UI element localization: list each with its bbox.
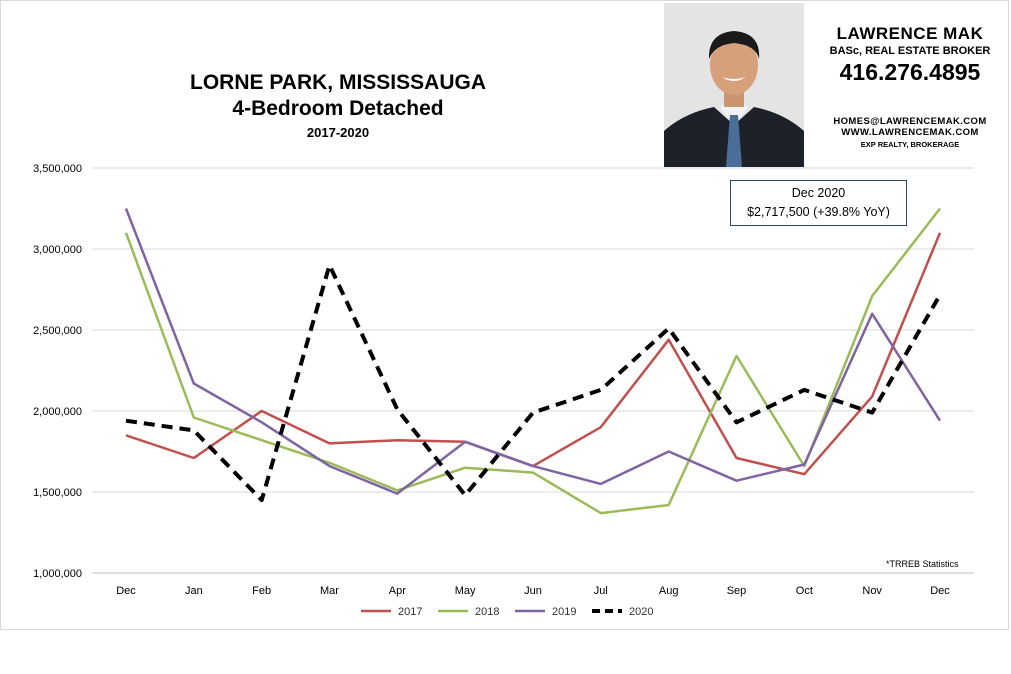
- series-line-2019: [124, 208, 942, 495]
- broker-email[interactable]: HOMES@LAWRENCEMAK.COM: [833, 116, 987, 127]
- x-tick-label: Dec: [930, 585, 950, 597]
- x-tick-label: Nov: [862, 585, 882, 597]
- source-note: *TRREB Statistics: [886, 559, 959, 569]
- x-axis: Dec Jan Feb Mar Apr May Jun Jul Aug Sep Oct Nov Dec: [116, 585, 950, 597]
- chart-frame: [0, 0, 1009, 630]
- series-lines: [124, 207, 942, 515]
- x-tick-label: Oct: [796, 585, 813, 597]
- broker-credentials: BASc, REAL ESTATE BROKER: [829, 45, 991, 57]
- x-tick-label: May: [455, 585, 476, 597]
- y-tick-label: 2,500,000: [33, 325, 82, 337]
- chart-subtitle: 4-Bedroom Detached: [232, 97, 444, 120]
- title-block: LORNE PARK, MISSISSAUGA 4-Bedroom Detach…: [188, 70, 488, 144]
- y-tick-label: 2,000,000: [33, 406, 82, 418]
- callout-period: Dec 2020: [791, 186, 846, 200]
- x-tick-label: Aug: [659, 585, 679, 597]
- x-tick-label: Feb: [252, 585, 271, 597]
- legend-label-2018: 2018: [475, 606, 499, 618]
- broker-brokerage: EXP REALTY, BROKERAGE: [860, 140, 960, 149]
- y-tick-label: 1,000,000: [33, 568, 82, 580]
- legend-label-2017: 2017: [398, 606, 422, 618]
- y-axis: 1,000,000 1,500,000 2,000,000 2,500,000 3,00…: [33, 163, 82, 580]
- broker-website[interactable]: WWW.LAWRENCEMAK.COM: [841, 127, 979, 138]
- dec-2020-callout: Dec 2020 $2,717,500 (+39.8% YoY): [730, 180, 907, 226]
- broker-phone[interactable]: 416.276.4895: [839, 59, 981, 85]
- x-tick-label: Sep: [727, 585, 747, 597]
- series-line-2020: [125, 263, 942, 503]
- broker-name: LAWRENCE MAK: [836, 24, 984, 43]
- y-tick-label: 3,500,000: [33, 163, 82, 175]
- legend-label-2020: 2020: [629, 606, 653, 618]
- x-tick-label: Mar: [320, 585, 339, 597]
- legend: 2017 2018 2019 2020: [361, 606, 653, 618]
- broker-photo: [664, 3, 804, 167]
- legend-label-2019: 2019: [552, 606, 576, 618]
- chart-title: LORNE PARK, MISSISSAUGA: [190, 71, 486, 94]
- series-line-2018: [124, 207, 941, 515]
- x-tick-label: Jan: [185, 585, 203, 597]
- chart-years: 2017-2020: [306, 125, 370, 140]
- x-tick-label: Dec: [116, 585, 136, 597]
- y-tick-label: 3,000,000: [33, 244, 82, 256]
- callout-value: $2,717,500 (+39.8% YoY): [747, 205, 890, 219]
- series-line-2017: [125, 232, 942, 476]
- x-tick-label: Jul: [594, 585, 608, 597]
- x-tick-label: Apr: [389, 585, 406, 597]
- x-tick-label: Jun: [524, 585, 542, 597]
- broker-info: LAWRENCE MAK BASc, REAL ESTATE BROKER 41…: [816, 24, 1004, 152]
- y-tick-label: 1,500,000: [33, 487, 82, 499]
